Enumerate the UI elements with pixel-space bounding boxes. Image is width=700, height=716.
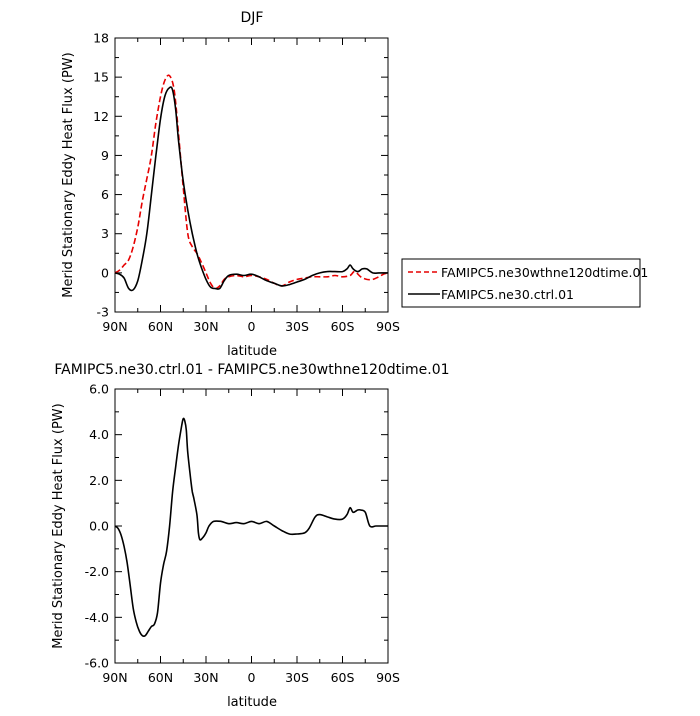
panel-bottom-y-tick-label: 2.0 [89, 473, 109, 488]
panel-top-series-line-1 [114, 86, 388, 292]
panel-top-y-tick-label: 18 [93, 31, 109, 46]
panel-bottom-y-tick-label: 0.0 [89, 519, 109, 534]
panel-top: DJF -3 0 3 6 9 12 15 18 90N 60N 30N 0 30S 60S 90S lat… [61, 10, 648, 359]
panel-top-x-tick-label: 30N [193, 319, 218, 334]
legend-entry-ne30wthne120: FAMIPC5.ne30wthne120dtime.01 [441, 265, 648, 280]
panel-bottom: FAMIPC5.ne30.ctrl.01 - FAMIPC5.ne30wthne… [51, 362, 450, 710]
panel-top-y-tick-label: 3 [101, 226, 109, 241]
panel-top-x-tick-label: 30S [285, 319, 309, 334]
panel-bottom-y-axis-label: Merid Stationary Eddy Heat Flux (PW) [51, 403, 66, 648]
panel-bottom-title: FAMIPC5.ne30.ctrl.01 - FAMIPC5.ne30wthne… [54, 362, 449, 378]
panel-bottom-y-ticks: -6.0 -4.0 -2.0 0.0 2.0 4.0 6.0 [85, 382, 388, 671]
panel-top-x-tick-label: 0 [248, 319, 256, 334]
panel-bottom-y-tick-label: 4.0 [89, 427, 109, 442]
panel-bottom-x-tick-label: 60N [148, 670, 173, 685]
panel-top-title: DJF [241, 10, 264, 26]
panel-bottom-series-line-0 [114, 417, 388, 637]
panel-bottom-series [114, 417, 388, 637]
panel-top-y-tick-label: -3 [97, 305, 109, 320]
legend-entry-ne30-ctrl: FAMIPC5.ne30.ctrl.01 [441, 287, 574, 302]
panel-top-y-axis-label: Merid Stationary Eddy Heat Flux (PW) [61, 52, 76, 297]
panel-top-y-ticks: -3 0 3 6 9 12 15 18 [93, 31, 388, 320]
panel-bottom-y-tick-label: -4.0 [85, 610, 109, 625]
panel-top-y-tick-label: 6 [101, 187, 109, 202]
panel-bottom-x-axis-label: latitude [227, 695, 277, 710]
panel-top-y-tick-label: 15 [93, 70, 109, 85]
panel-bottom-x-tick-label: 30N [193, 670, 218, 685]
panel-top-x-tick-label: 60S [331, 319, 355, 334]
panel-top-x-tick-label: 60N [148, 319, 173, 334]
panel-top-x-ticks: 90N 60N 30N 0 30S 60S 90S [102, 38, 400, 334]
panel-top-series [114, 74, 389, 292]
panel-top-x-tick-label: 90S [376, 319, 400, 334]
panel-bottom-x-ticks: 90N 60N 30N 0 30S 60S 90S [102, 389, 400, 685]
panel-top-y-tick-label: 9 [101, 148, 109, 163]
panel-bottom-y-tick-label: -6.0 [85, 656, 109, 671]
panel-bottom-x-tick-label: 90N [102, 670, 127, 685]
panel-top-y-tick-label: 12 [93, 109, 109, 124]
panel-bottom-y-tick-label: 6.0 [89, 382, 109, 397]
panel-bottom-x-tick-label: 60S [331, 670, 355, 685]
panel-top-x-axis-label: latitude [227, 344, 277, 359]
panel-bottom-x-tick-label: 30S [285, 670, 309, 685]
panel-top-y-tick-label: 0 [101, 265, 109, 280]
panel-bottom-y-tick-label: -2.0 [85, 564, 109, 579]
legend-box [401, 258, 641, 308]
panel-bottom-x-tick-label: 0 [248, 670, 256, 685]
legend: FAMIPC5.ne30wthne120dtime.01 FAMIPC5.ne3… [401, 258, 648, 308]
panel-bottom-x-tick-label: 90S [376, 670, 400, 685]
panel-top-series-line-0 [114, 74, 389, 290]
panel-top-frame [114, 37, 389, 313]
panel-top-x-tick-label: 90N [102, 319, 127, 334]
